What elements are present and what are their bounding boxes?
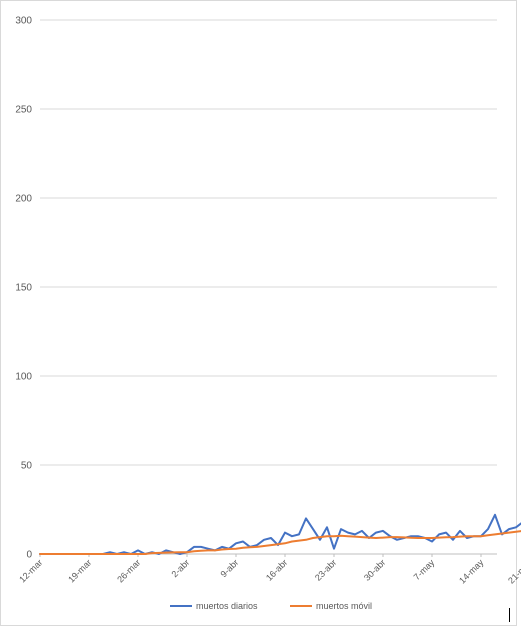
x-tick-label: 7-may <box>412 557 437 582</box>
legend-item-muertos-movil-label: muertos móvil <box>316 601 372 611</box>
x-tick-label: 30-abr <box>362 557 387 582</box>
y-tick-label: 50 <box>21 461 33 472</box>
x-tick-label: 23-abr <box>313 557 338 582</box>
x-tick-label: 9-abr <box>218 557 240 579</box>
x-tick-label: 12-mar <box>17 557 44 584</box>
x-tick-label: 2-abr <box>169 557 191 579</box>
gridlines <box>40 19 497 466</box>
text-cursor <box>509 608 510 622</box>
y-tick-labels: 0 50 100 150 200 250 300 <box>15 16 32 561</box>
x-tick-label: 14-may <box>457 557 486 586</box>
y-tick-label: 0 <box>26 550 32 561</box>
y-tick-label: 100 <box>15 372 32 383</box>
series-lines <box>39 513 521 555</box>
series-line-muertos-diarios <box>39 513 521 555</box>
x-tick-label: 21-may <box>506 557 521 586</box>
y-tick-label: 250 <box>15 105 32 116</box>
x-tick-label: 16-abr <box>264 557 289 582</box>
legend-item-muertos-diarios-label: muertos diarios <box>196 601 258 611</box>
x-tick-label: 26-mar <box>115 557 142 584</box>
legend: muertos diarios muertos móvil <box>170 601 372 611</box>
y-tick-label: 300 <box>15 16 32 27</box>
series-line-muertos-movil <box>39 530 521 555</box>
y-tick-label: 200 <box>15 194 32 205</box>
x-tick-label: 19-mar <box>66 557 93 584</box>
x-tick-labels: 12-mar 19-mar 26-mar 2-abr 9-abr 16-abr 23-abr… <box>17 557 521 586</box>
y-tick-label: 150 <box>15 283 32 294</box>
